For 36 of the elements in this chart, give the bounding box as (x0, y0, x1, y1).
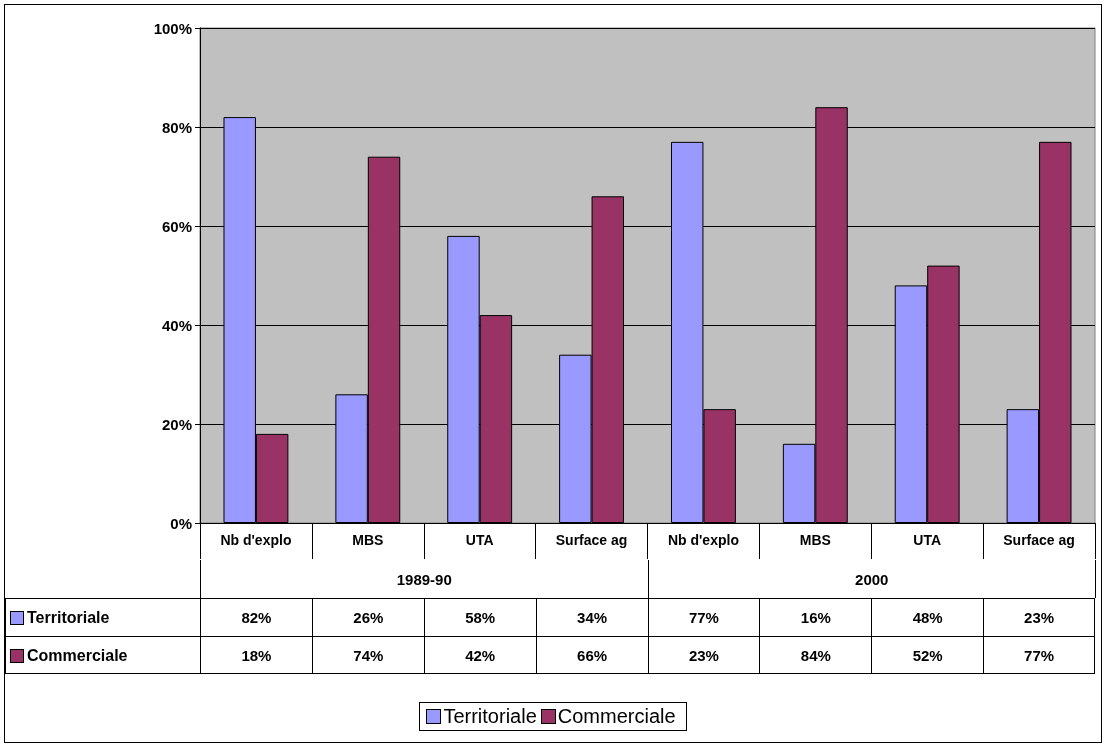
text: Territoriale (443, 705, 537, 727)
y-tick-label: 0% (170, 514, 192, 532)
text: 2000 (647, 560, 1095, 598)
data-label: 42% (423, 636, 536, 674)
x-tick-label: MBS (799, 532, 831, 548)
data-label: 23% (983, 598, 1095, 636)
data-label: 52% (871, 636, 984, 674)
y-tick-label: 20% (161, 415, 192, 433)
data-label: 84% (759, 636, 872, 674)
x-tick-label: Surface ag (1003, 532, 1075, 548)
x-tick-label: UTA (465, 532, 494, 548)
data-label: 66% (535, 636, 648, 674)
text: Commerciale (557, 705, 676, 727)
legend-label: Territoriale (5, 598, 200, 636)
y-tick-label: 60% (161, 217, 192, 235)
x-tick-label: MBS (352, 532, 384, 548)
data-label: 74% (311, 636, 424, 674)
x-tick-label: UTA (913, 532, 942, 548)
text: 1989-90 (200, 560, 648, 598)
data-label: 18% (200, 636, 312, 674)
data-label: 23% (647, 636, 760, 674)
data-label: 48% (871, 598, 984, 636)
data-label: 26% (311, 598, 424, 636)
data-label: 82% (200, 598, 312, 636)
data-label: 34% (535, 598, 648, 636)
data-label: 77% (647, 598, 760, 636)
data-label: 77% (983, 636, 1095, 674)
y-tick-label: 40% (161, 316, 192, 334)
x-tick-label: Nb d'explo (667, 532, 739, 548)
legend-label: Commerciale (5, 636, 200, 674)
y-tick-label: 80% (161, 118, 192, 136)
x-tick-label: Surface ag (555, 532, 628, 548)
y-tick-label: 100% (153, 19, 192, 37)
x-tick-label: Nb d'explo (220, 532, 292, 548)
data-label: 58% (423, 598, 536, 636)
data-label: 16% (759, 598, 872, 636)
